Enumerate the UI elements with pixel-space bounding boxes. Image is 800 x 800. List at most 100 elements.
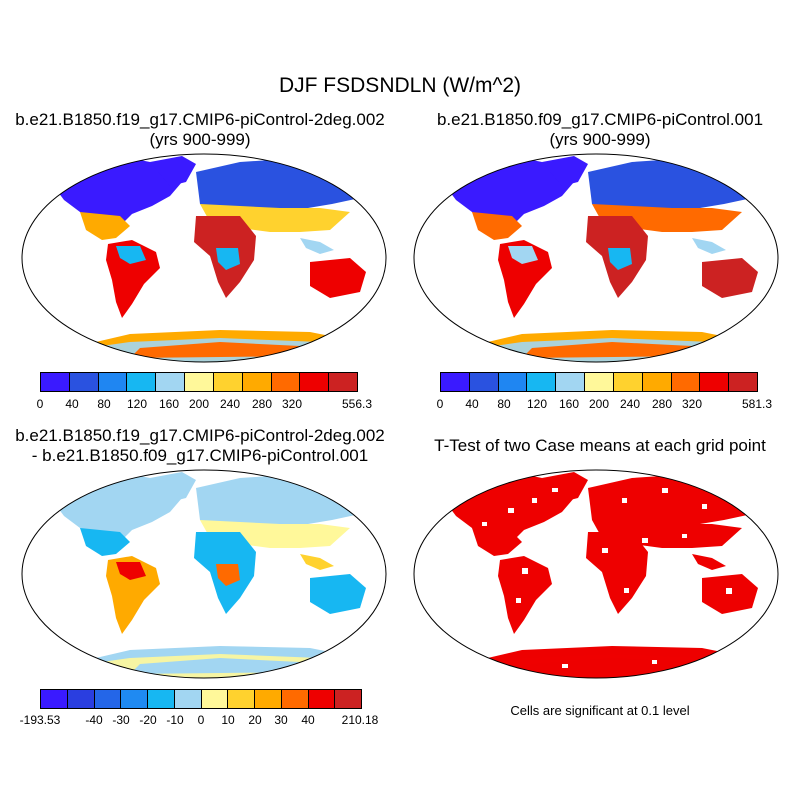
colorbar-swatch [671, 373, 701, 391]
cb2-tick-label: 80 [497, 397, 511, 411]
cb2-tick-label: 0 [436, 397, 444, 411]
africa-center-land [216, 248, 240, 270]
colorbar-swatch [281, 690, 309, 708]
map-difference [21, 469, 387, 679]
cb3-tick-label: -193.53 [19, 713, 61, 727]
map-case2-mean [413, 153, 779, 363]
maritime-land [300, 554, 334, 570]
colorbar-swatch [308, 690, 336, 708]
cb2-tick-label: 40 [465, 397, 479, 411]
south-america-north-land [508, 246, 538, 264]
colorbar-swatch [148, 690, 175, 708]
panel3-title: b.e21.B1850.f19_g17.CMIP6-piControl-2deg… [2, 426, 398, 466]
africa-center-land [216, 564, 240, 586]
north-america-south-land [80, 528, 130, 556]
cb1-tick-label: 80 [97, 397, 111, 411]
cb1-tick-label: 40 [65, 397, 79, 411]
africa-center-land [608, 564, 632, 586]
colorbar-swatch [127, 373, 157, 391]
panel4-title: T-Test of two Case means at each grid po… [402, 436, 798, 456]
maritime-land [300, 238, 334, 254]
colorbar-swatch [69, 373, 99, 391]
colorbar-case2 [440, 372, 758, 392]
cb1-tick-label: 120 [126, 397, 148, 411]
cb1-tick-label: 200 [188, 397, 210, 411]
map-significance [413, 469, 779, 679]
south-america-land [498, 240, 552, 318]
greenland-land [150, 156, 196, 186]
colorbar-swatch [556, 373, 586, 391]
insignificant-cells [482, 488, 732, 668]
colorbar-swatch [585, 373, 614, 391]
colorbar-swatch [121, 690, 148, 708]
cb3-tick-label: -30 [112, 713, 130, 727]
colorbar-swatch [498, 373, 528, 391]
cb3-tick-label: 10 [221, 713, 235, 727]
cb3-tick-label: 30 [274, 713, 288, 727]
cb2-tick-label: 320 [681, 397, 703, 411]
colorbar-swatch [213, 373, 243, 391]
greenland-land [150, 472, 196, 502]
colorbar-swatch [94, 690, 122, 708]
south-america-land [498, 556, 552, 634]
colorbar-swatch [255, 690, 282, 708]
cb3-tick-label: -10 [166, 713, 184, 727]
greenland-land [542, 472, 588, 502]
colorbar-swatch [700, 373, 730, 391]
panel2-title-line1: b.e21.B1850.f09_g17.CMIP6-piControl.001 [436, 110, 764, 129]
colorbar-swatch [41, 690, 68, 708]
north-america-south-land [472, 212, 522, 240]
australia-land [310, 258, 366, 298]
colorbar-swatch [201, 690, 229, 708]
cb1-tick-label: 320 [281, 397, 303, 411]
figure-title: DJF FSDSNDLN (W/m^2) [278, 74, 521, 97]
panel3-title-line2: - b.e21.B1850.f09_g17.CMIP6-piControl.00… [31, 446, 369, 465]
colorbar-swatch [613, 373, 643, 391]
colorbar-swatch [300, 373, 330, 391]
panel1-title: b.e21.B1850.f19_g17.CMIP6-piControl-2deg… [2, 110, 398, 150]
colorbar-swatch [729, 373, 757, 391]
colorbar-swatch [98, 373, 128, 391]
north-america-south-land [472, 528, 522, 556]
cb2-tick-label: 280 [651, 397, 673, 411]
cb3-tick-label: 40 [301, 713, 315, 727]
colorbar-swatch [67, 690, 95, 708]
colorbar-swatch [242, 373, 272, 391]
cb3-tick-label: 210.18 [341, 713, 379, 727]
map-case1-mean [21, 153, 387, 363]
panel2-title: b.e21.B1850.f09_g17.CMIP6-piControl.001 … [402, 110, 798, 150]
maritime-land [692, 554, 726, 570]
panel1-title-line1: b.e21.B1850.f19_g17.CMIP6-piControl-2deg… [15, 110, 385, 129]
colorbar-swatch [185, 373, 214, 391]
africa-center-land [608, 248, 632, 270]
south-america-north-land [116, 562, 146, 580]
colorbar-swatch [174, 690, 202, 708]
cb1-tick-label: 280 [251, 397, 273, 411]
significance-note: Cells are significant at 0.1 level [510, 703, 690, 718]
south-america-land [106, 240, 160, 318]
cb3-tick-label: -40 [85, 713, 103, 727]
south-america-land [106, 556, 160, 634]
panel1-title-line2: (yrs 900-999) [149, 130, 251, 149]
cb3-tick-label: 0 [197, 713, 205, 727]
panel4-title-line1: T-Test of two Case means at each grid po… [434, 436, 766, 455]
cb3-tick-label: 20 [248, 713, 262, 727]
australia-land [702, 258, 758, 298]
colorbar-swatch [469, 373, 499, 391]
cb1-tick-label: 0 [36, 397, 44, 411]
colorbar-swatch [335, 690, 361, 708]
cb1-tick-label: 240 [219, 397, 241, 411]
panel2-title-line2: (yrs 900-999) [549, 130, 651, 149]
maritime-land [692, 238, 726, 254]
cb3-tick-label: -20 [139, 713, 157, 727]
cb2-tick-label: 581.3 [741, 397, 773, 411]
colorbar-swatch [271, 373, 301, 391]
colorbar-case1 [40, 372, 358, 392]
north-america-south-land [80, 212, 130, 240]
cb2-tick-label: 120 [526, 397, 548, 411]
colorbar-difference [40, 689, 362, 709]
cb2-tick-label: 160 [558, 397, 580, 411]
panel3-title-line1: b.e21.B1850.f19_g17.CMIP6-piControl-2deg… [15, 426, 385, 445]
colorbar-swatch [156, 373, 186, 391]
colorbar-swatch [527, 373, 557, 391]
